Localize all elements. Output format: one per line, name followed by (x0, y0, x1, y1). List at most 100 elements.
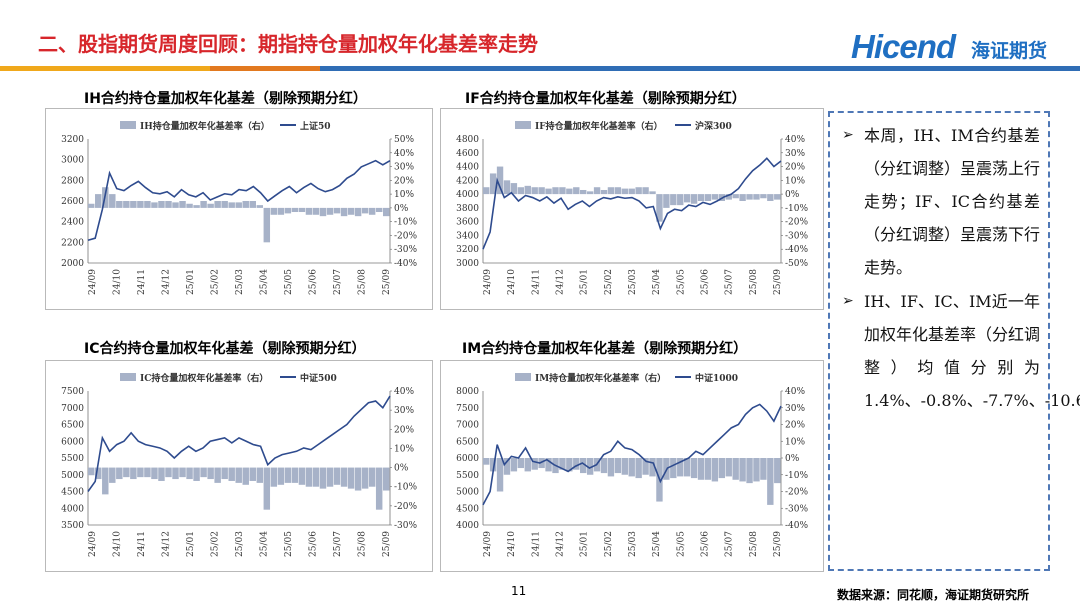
basis-rate-bar (116, 201, 123, 208)
if-basis-chart: IF持仓量加权年化基差率（右） 沪深300 4800 4600 4400 4200 4000… (456, 120, 808, 295)
basis-rate-bar (524, 458, 531, 472)
basis-rate-bar (607, 458, 615, 477)
right-tick-label: -30% (785, 231, 808, 241)
right-tick-label: 20% (394, 176, 414, 186)
chart-frame: IC持仓量加权年化基差率（右） 中证500 7500 7000 6500 6000 5500… (45, 360, 433, 572)
left-tick-label: 4600 (456, 149, 479, 159)
basis-rate-bar (305, 207, 313, 215)
right-tick-label: 40% (394, 387, 414, 397)
basis-rate-bar (347, 207, 355, 215)
left-tick-label: 4200 (456, 176, 479, 186)
basis-rate-bar (354, 207, 362, 217)
basis-rate-bar (670, 458, 677, 479)
basis-rate-bar (753, 458, 760, 482)
basis-rate-bar (531, 187, 538, 195)
basis-rate-bar (109, 467, 116, 483)
basis-rate-bar (312, 467, 320, 487)
bullet-text: 本周，IH、IM合约基差（分红调整）呈震荡上行走势；IF、IC合约基差（分红调整… (864, 126, 1041, 277)
left-tick-label: 6000 (456, 454, 479, 464)
basis-rate-bar (165, 467, 172, 478)
header-band-blue (320, 66, 1080, 71)
basis-rate-bar (144, 467, 151, 478)
right-tick-label: 10% (785, 437, 805, 447)
legend-bar-label: IM持仓量加权年化基差率（右） (535, 372, 666, 384)
legend-line-label: 上证50 (300, 120, 331, 132)
x-tick-label: 25/02 (604, 531, 614, 557)
basis-rate-bar (221, 201, 228, 208)
basis-rate-bar (291, 467, 299, 483)
basis-rate-bar (298, 207, 306, 213)
basis-rate-bar (95, 194, 102, 208)
basis-rate-bar (368, 207, 376, 215)
basis-rate-bar (144, 201, 151, 208)
x-tick-label: 24/11 (531, 269, 541, 295)
x-tick-label: 25/01 (580, 531, 590, 557)
left-tick-label: 4500 (61, 488, 84, 498)
basis-rate-bar (580, 189, 587, 195)
basis-rate-bar (621, 188, 628, 195)
basis-rate-bar (312, 207, 320, 215)
basis-rate-bar (88, 467, 95, 476)
right-tick-label: 0% (785, 190, 800, 200)
basis-rate-bar (489, 173, 497, 195)
basis-rate-bar (510, 183, 518, 195)
left-tick-label: 7500 (456, 404, 479, 414)
x-tick-label: 24/12 (556, 269, 566, 295)
basis-rate-bar (628, 188, 635, 195)
basis-rate-bar (774, 458, 781, 484)
basis-rate-bar (739, 458, 746, 482)
basis-rate-bar (760, 458, 767, 480)
basis-rate-bar (165, 201, 172, 208)
left-tick-label: 3500 (61, 521, 84, 531)
chart-legend: IF持仓量加权年化基差率（右） 沪深300 (515, 120, 732, 132)
basis-rate-bar (496, 166, 504, 195)
index-price-line (87, 159, 391, 242)
basis-rate-bar (361, 467, 369, 489)
basis-rate-bar (102, 467, 109, 495)
x-tick-label: 24/09 (88, 531, 98, 557)
basis-rate-bar (614, 187, 622, 195)
basis-rate-bar (256, 205, 264, 208)
basis-rate-bar (277, 207, 285, 215)
basis-rate-bar (326, 467, 334, 487)
basis-rate-bar (566, 188, 573, 195)
right-tick-label: 20% (785, 421, 805, 431)
basis-rate-bar (95, 467, 102, 480)
x-tick-label: 25/06 (701, 531, 711, 557)
x-tick-label: 25/07 (725, 269, 735, 295)
chart-frame: IM持仓量加权年化基差率（右） 中证1000 8000 7500 7000 6500 600… (440, 360, 824, 572)
basis-rate-bar (642, 187, 649, 195)
left-tick-label: 2600 (61, 197, 84, 207)
basis-rate-bar (670, 194, 677, 206)
right-tick-label: -40% (785, 245, 808, 255)
basis-rate-bar (732, 458, 739, 480)
basis-rate-bar (531, 458, 538, 470)
basis-rate-bar (137, 467, 144, 478)
right-tick-label: 40% (394, 149, 414, 159)
left-tick-label: 3800 (456, 204, 479, 214)
x-tick-label: 24/10 (113, 531, 123, 557)
header-band-yellow (0, 66, 210, 71)
basis-rate-bar (697, 458, 705, 480)
basis-rate-bar (725, 194, 732, 200)
basis-rate-bar (683, 194, 691, 203)
basis-rate-bar (746, 458, 753, 484)
basis-rate-bar (545, 188, 552, 195)
x-tick-label: 25/06 (701, 269, 711, 295)
left-tick-label: 3200 (61, 135, 84, 145)
basis-rate-bar (242, 467, 249, 485)
basis-rate-bar (725, 458, 732, 477)
basis-rate-bar (649, 191, 656, 195)
right-tick-label: -10% (394, 483, 417, 493)
basis-rate-bar (298, 467, 306, 485)
right-tick-label: 40% (785, 387, 805, 397)
basis-rate-bar (235, 202, 242, 208)
basis-rate-bar (228, 467, 235, 481)
basis-rate-bar (179, 467, 186, 478)
basis-rate-bar (649, 458, 656, 477)
basis-rate-bar (767, 194, 774, 201)
basis-rate-bar (186, 467, 193, 480)
basis-rate-bar (375, 207, 383, 213)
basis-rate-bar (354, 467, 362, 491)
left-tick-label: 5500 (456, 471, 479, 481)
